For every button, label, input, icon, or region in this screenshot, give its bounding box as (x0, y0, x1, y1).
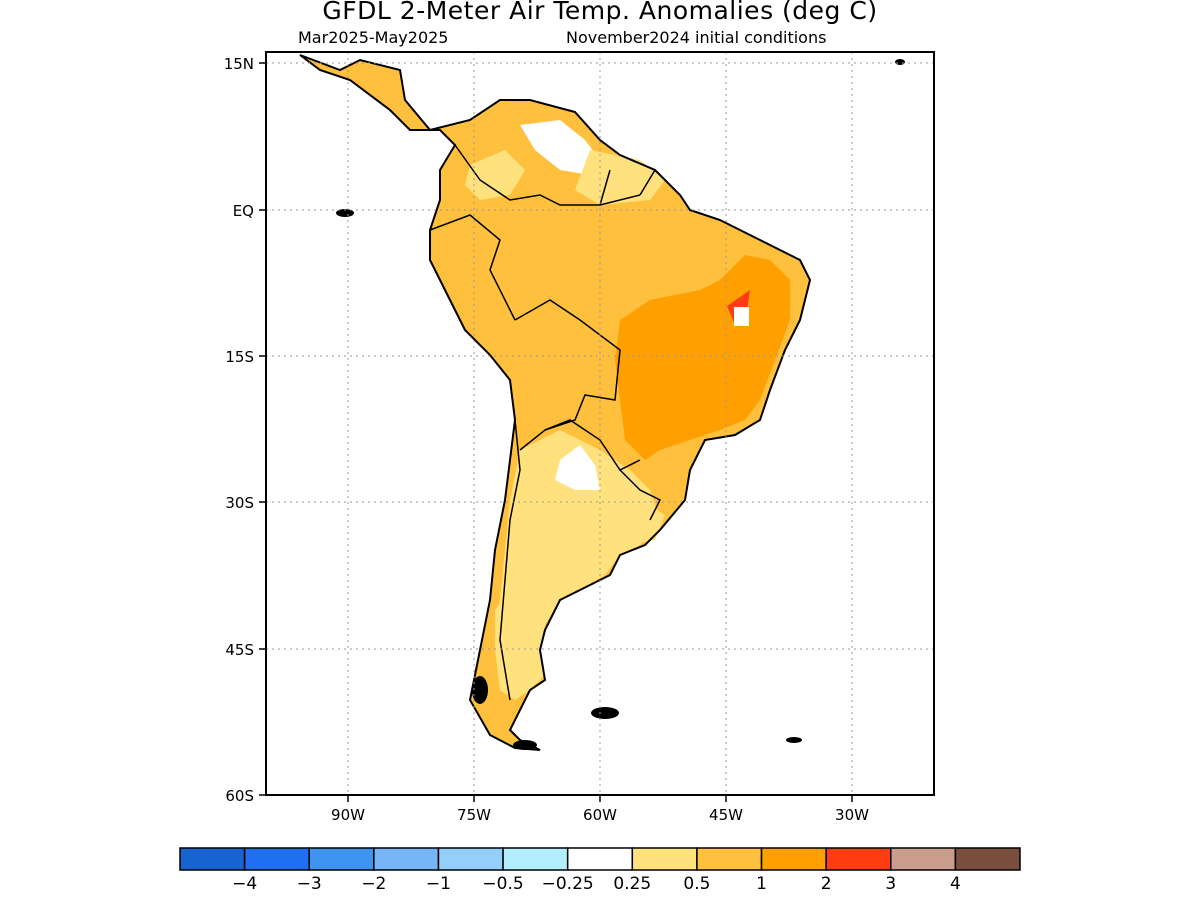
legend-label: −3 (297, 874, 322, 894)
lat-label-30S: 30S (225, 494, 254, 512)
country-borders (299, 54, 812, 751)
legend-label: 0.5 (683, 874, 710, 894)
lon-label-90W: 90W (331, 806, 365, 824)
islands (336, 59, 905, 750)
lat-label-15N: 15N (224, 55, 254, 73)
lat-label-15S: 15S (225, 348, 254, 366)
legend-label: 2 (821, 874, 832, 894)
legend-label: 4 (950, 874, 961, 894)
color-legend: −4 −3 −2 −1 −0.5 −0.25 0.25 0.5 1 2 3 4 (179, 847, 1021, 894)
legend-swatch (954, 847, 1021, 871)
continent-fill (300, 55, 810, 750)
anomaly-pale-chile (495, 590, 520, 660)
legend-swatch (437, 847, 504, 871)
legend-label: −0.5 (482, 874, 523, 894)
legend-swatch (243, 847, 310, 871)
legend-label: 0.25 (613, 874, 651, 894)
legend-swatch (825, 847, 892, 871)
lat-label-EQ: EQ (233, 202, 254, 220)
legend-label: −1 (426, 874, 451, 894)
legend-swatch (373, 847, 440, 871)
legend-label: −4 (232, 874, 257, 894)
anomaly-pale-colombia (465, 150, 525, 200)
anomaly-region-0.25-0.5-south (495, 430, 660, 700)
lon-label-45W: 45W (709, 806, 743, 824)
map-area (266, 52, 934, 795)
forecast-period: Mar2025-May2025 (298, 28, 449, 47)
anomaly-white-patch (734, 307, 749, 326)
legend-swatch (696, 847, 763, 871)
legend-swatch (179, 847, 246, 871)
legend-swatch (502, 847, 569, 871)
anomaly-white-argentina (555, 445, 600, 490)
legend-label: −0.25 (542, 874, 594, 894)
lat-label-60S: 60S (225, 787, 254, 805)
anomaly-pale-guiana (575, 150, 665, 205)
map-grid (266, 52, 934, 795)
legend-swatch (631, 847, 698, 871)
legend-swatch (760, 847, 827, 871)
lon-label-30W: 30W (835, 806, 869, 824)
lon-label-75W: 75W (457, 806, 491, 824)
legend-label: 3 (885, 874, 896, 894)
anomaly-region-0.25-0.5-uruguay (610, 500, 665, 545)
legend-swatch (566, 847, 634, 871)
legend-swatch (308, 847, 375, 871)
lon-label-60W: 60W (583, 806, 617, 824)
lat-axis: 15N EQ 15S 30S 45S 60S (224, 55, 266, 805)
lon-axis: 90W 75W 60W 45W 30W (331, 795, 869, 824)
lat-label-45S: 45S (225, 641, 254, 659)
legend-label: 1 (756, 874, 767, 894)
map-title: GFDL 2-Meter Air Temp. Anomalies (deg C) (322, 0, 878, 25)
anomaly-white-venezuela (520, 120, 600, 175)
legend-label: −2 (361, 874, 386, 894)
legend-swatch (890, 847, 957, 871)
initial-conditions: November2024 initial conditions (566, 28, 827, 47)
